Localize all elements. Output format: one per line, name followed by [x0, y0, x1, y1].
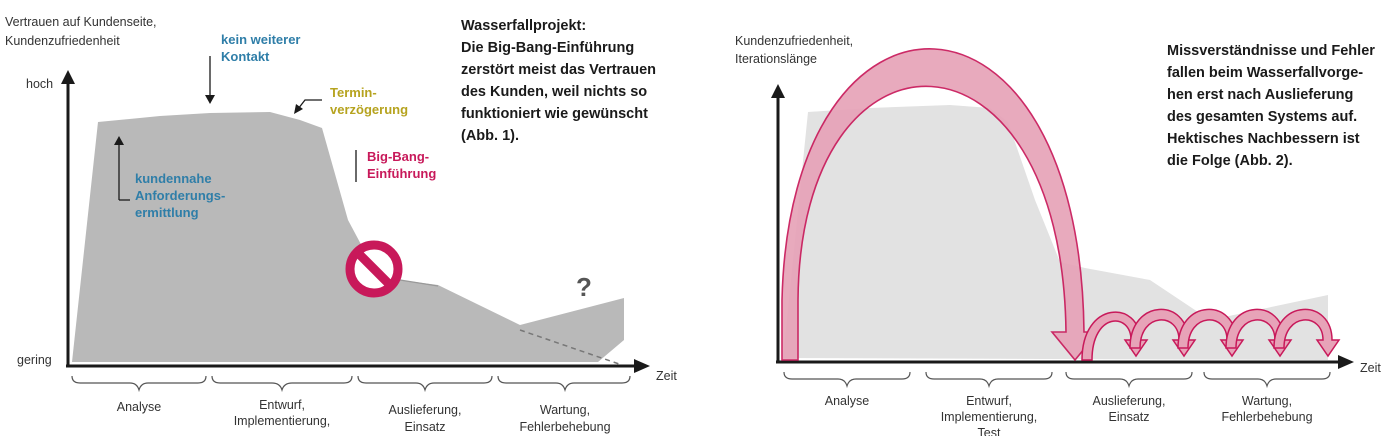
fig1-phase-auslieferung-2: Einsatz — [405, 420, 446, 434]
fig2-caption-2: fallen beim Wasserfallvorge- — [1167, 65, 1363, 81]
fig2-caption-5: Hektisches Nachbessern ist — [1167, 131, 1360, 147]
figure2: Kundenzufriedenheit, Iterationslänge Zei… — [735, 34, 1381, 436]
fig2-phase-wartung-2: Fehlerbehebung — [1221, 410, 1312, 424]
fig1-note-termin-2: verzögerung — [330, 102, 408, 117]
fig1-phase-wartung-1: Wartung, — [540, 403, 590, 417]
fig1-question-mark: ? — [576, 272, 592, 302]
fig1-note-big-bang-1: Big-Bang- — [367, 149, 429, 164]
fig2-phase-wartung-1: Wartung, — [1242, 394, 1292, 408]
prohibition-icon — [345, 240, 403, 298]
fig2-y-axis-label-1: Kundenzufriedenheit, — [735, 34, 853, 48]
fig1-y-axis-label-2: Kundenzufriedenheit — [5, 34, 120, 48]
fig1-caption-1: Wasserfallprojekt: — [461, 18, 586, 34]
fig1-note-big-bang-2: Einführung — [367, 166, 436, 181]
fig1-phase-entwurf-2: Implementierung, — [234, 414, 331, 428]
fig1-x-axis-label: Zeit — [656, 369, 677, 383]
fig2-satisfaction-area — [783, 105, 1328, 360]
fig2-y-axis-label-2: Iterationslänge — [735, 52, 817, 66]
fig2-x-axis-label: Zeit — [1360, 361, 1381, 375]
fig1-note-kein-kontakt-2: Kontakt — [221, 49, 270, 64]
fig1-y-low-label: gering — [17, 353, 52, 367]
fig2-phase-entwurf-1: Entwurf, — [966, 394, 1012, 408]
fig2-short-iteration-arrows — [1081, 308, 1341, 361]
fig1-caption-4: des Kunden, weil nichts so — [461, 84, 647, 100]
fig2-phase-entwurf-3: Test — [978, 426, 1001, 436]
fig1-y-axis-label-1: Vertrauen auf Kundenseite, — [5, 15, 157, 29]
fig1-note-kein-kontakt-1: kein weiterer — [221, 32, 301, 47]
fig1-note-termin-1: Termin- — [330, 85, 377, 100]
fig2-phase-auslieferung-1: Auslieferung, — [1093, 394, 1166, 408]
fig1-y-high-label: hoch — [26, 77, 53, 91]
fig2-phase-analyse: Analyse — [825, 394, 870, 408]
fig1-caption-3: zerstört meist das Vertrauen — [461, 62, 656, 78]
fig1-phase-auslieferung-1: Auslieferung, — [389, 403, 462, 417]
fig2-phase-entwurf-2: Implementierung, — [941, 410, 1038, 424]
fig1-phase-braces — [71, 375, 631, 393]
fig2-caption-1: Missverständnisse und Fehler — [1167, 43, 1375, 59]
fig1-note-kundennahe-1: kundennahe — [135, 171, 212, 186]
fig1-caption-2: Die Big-Bang-Einführung — [461, 40, 634, 56]
fig2-caption-3: hen erst nach Auslieferung — [1167, 87, 1353, 103]
fig1-caption-6: (Abb. 1). — [461, 128, 519, 144]
fig1-note-kundennahe-2: Anforderungs- — [135, 188, 225, 203]
fig2-phase-braces — [783, 371, 1331, 389]
fig1-caption-5: funktioniert wie gewünscht — [461, 106, 648, 122]
fig1-satisfaction-area — [72, 112, 624, 362]
fig2-phase-auslieferung-2: Einsatz — [1109, 410, 1150, 424]
fig1-phase-entwurf-1: Entwurf, — [259, 398, 305, 412]
fig1-note-kundennahe-3: ermittlung — [135, 205, 199, 220]
fig1-phase-wartung-2: Fehlerbehebung — [519, 420, 610, 434]
figure1: Vertrauen auf Kundenseite, Kundenzufried… — [5, 15, 677, 434]
fig1-phase-analyse: Analyse — [117, 400, 162, 414]
fig2-caption-6: die Folge (Abb. 2). — [1167, 153, 1293, 169]
fig2-caption-4: des gesamten Systems auf. — [1167, 109, 1357, 125]
